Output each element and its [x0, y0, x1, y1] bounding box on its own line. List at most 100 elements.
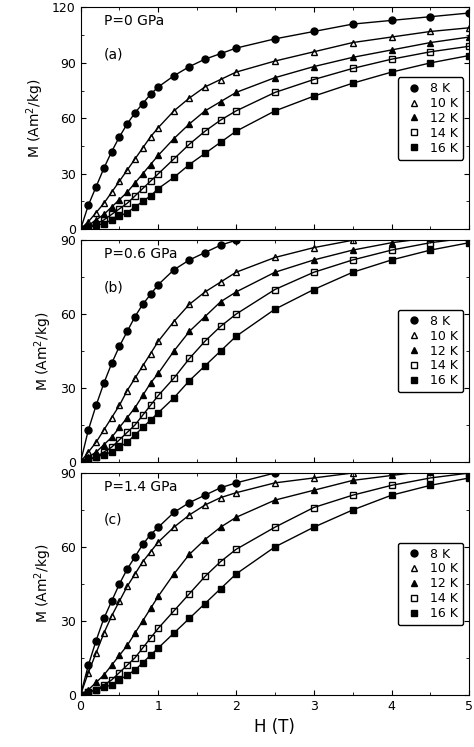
12 K: [428, 466, 433, 475]
10 K: [78, 225, 83, 234]
10 K: [101, 629, 107, 638]
Line: 8 K: 8 K: [77, 10, 473, 232]
16 K: [78, 690, 83, 699]
12 K: [117, 195, 122, 204]
14 K: [117, 205, 122, 214]
14 K: [78, 690, 83, 699]
12 K: [85, 685, 91, 694]
14 K: [272, 285, 278, 294]
8 K: [109, 147, 115, 156]
12 K: [148, 160, 154, 169]
14 K: [466, 42, 472, 51]
10 K: [140, 557, 146, 566]
10 K: [428, 464, 433, 473]
12 K: [78, 690, 83, 699]
16 K: [85, 688, 91, 697]
16 K: [117, 211, 122, 220]
14 K: [101, 447, 107, 456]
12 K: [428, 233, 433, 242]
12 K: [272, 267, 278, 276]
14 K: [132, 421, 138, 430]
8 K: [428, 12, 433, 21]
Line: 12 K: 12 K: [77, 34, 473, 232]
10 K: [155, 123, 161, 132]
10 K: [350, 236, 356, 245]
8 K: [389, 219, 394, 228]
10 K: [466, 23, 472, 32]
12 K: [218, 297, 223, 306]
12 K: [124, 413, 130, 422]
10 K: [93, 438, 99, 447]
12 K: [101, 210, 107, 219]
Text: P=0 GPa: P=0 GPa: [104, 14, 164, 28]
12 K: [124, 641, 130, 650]
16 K: [148, 415, 154, 424]
14 K: [109, 675, 115, 684]
10 K: [148, 548, 154, 557]
14 K: [218, 116, 223, 125]
12 K: [140, 170, 146, 179]
12 K: [202, 106, 208, 115]
16 K: [101, 219, 107, 228]
8 K: [78, 225, 83, 234]
8 K: [218, 241, 223, 249]
12 K: [148, 379, 154, 388]
14 K: [78, 225, 83, 234]
16 K: [124, 208, 130, 217]
10 K: [311, 244, 317, 252]
8 K: [233, 478, 239, 487]
12 K: [85, 453, 91, 462]
10 K: [124, 582, 130, 591]
Line: 8 K: 8 K: [77, 217, 473, 465]
12 K: [93, 215, 99, 224]
12 K: [78, 457, 83, 466]
8 K: [272, 468, 278, 477]
12 K: [124, 187, 130, 196]
14 K: [124, 660, 130, 669]
8 K: [117, 341, 122, 350]
10 K: [202, 288, 208, 297]
14 K: [187, 140, 192, 149]
8 K: [85, 426, 91, 435]
12 K: [155, 151, 161, 160]
10 K: [218, 278, 223, 287]
10 K: [187, 93, 192, 102]
Line: 10 K: 10 K: [77, 25, 473, 232]
16 K: [272, 542, 278, 551]
10 K: [140, 362, 146, 371]
10 K: [78, 690, 83, 699]
12 K: [218, 523, 223, 532]
10 K: [202, 82, 208, 91]
16 K: [202, 149, 208, 158]
10 K: [389, 231, 394, 240]
10 K: [155, 538, 161, 547]
8 K: [132, 312, 138, 321]
14 K: [155, 624, 161, 633]
10 K: [187, 300, 192, 309]
12 K: [155, 592, 161, 601]
16 K: [428, 246, 433, 255]
12 K: [117, 423, 122, 432]
14 K: [101, 215, 107, 224]
12 K: [350, 53, 356, 62]
16 K: [132, 202, 138, 211]
10 K: [93, 648, 99, 657]
14 K: [109, 443, 115, 452]
16 K: [155, 184, 161, 193]
14 K: [171, 155, 177, 164]
12 K: [311, 62, 317, 71]
10 K: [171, 317, 177, 326]
16 K: [233, 332, 239, 341]
14 K: [389, 55, 394, 63]
14 K: [155, 170, 161, 179]
10 K: [218, 75, 223, 84]
14 K: [272, 523, 278, 532]
16 K: [171, 173, 177, 182]
10 K: [109, 187, 115, 196]
16 K: [389, 68, 394, 77]
10 K: [350, 468, 356, 477]
14 K: [93, 685, 99, 694]
14 K: [132, 654, 138, 663]
14 K: [350, 64, 356, 73]
10 K: [85, 217, 91, 226]
